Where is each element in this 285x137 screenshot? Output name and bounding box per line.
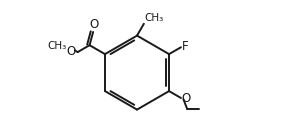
Text: F: F: [182, 40, 188, 53]
Text: CH₃: CH₃: [47, 41, 66, 51]
Text: CH₃: CH₃: [144, 13, 164, 23]
Text: O: O: [66, 45, 76, 58]
Text: O: O: [182, 92, 191, 105]
Text: O: O: [90, 18, 99, 31]
